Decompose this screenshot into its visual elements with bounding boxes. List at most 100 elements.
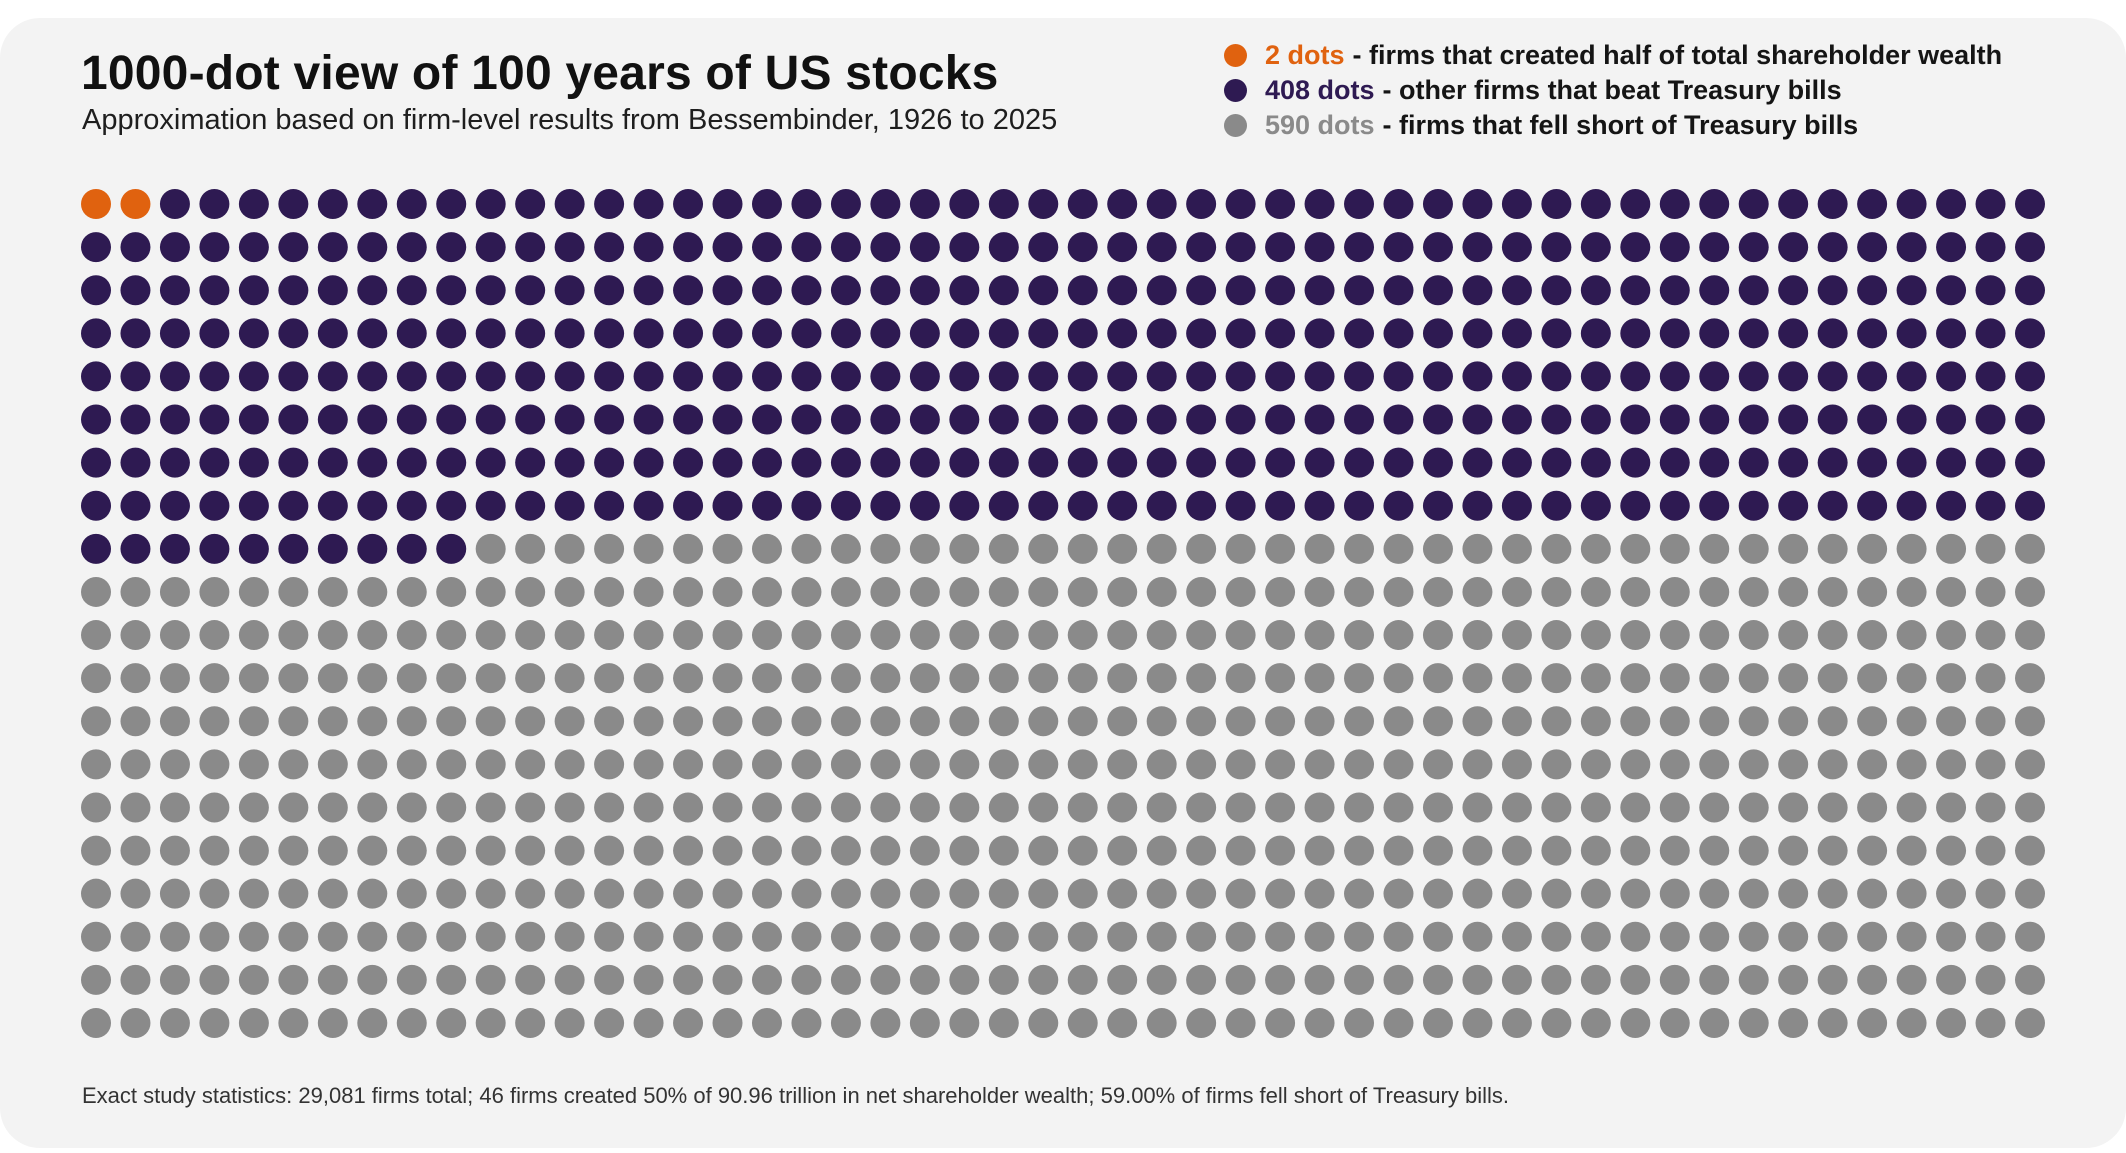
dot-fell-short [515, 1008, 546, 1038]
dot-wealth-creator [81, 189, 111, 219]
dot-beat-tbills [1857, 361, 1888, 392]
dot-beat-tbills [278, 232, 309, 263]
dot-beat-tbills [673, 189, 704, 219]
dot-beat-tbills [1186, 189, 1217, 219]
dot-beat-tbills [909, 361, 940, 392]
dot-beat-tbills [949, 447, 980, 478]
dot-fell-short [1501, 964, 1532, 995]
dot-beat-tbills [751, 404, 782, 435]
dot-fell-short [1422, 576, 1453, 607]
dot-beat-tbills [238, 232, 269, 263]
dot-fell-short [1107, 706, 1138, 737]
dot-fell-short [515, 663, 546, 694]
dot-beat-tbills [949, 490, 980, 521]
dot-beat-tbills [1501, 275, 1532, 306]
dot-fell-short [949, 1008, 980, 1038]
dot-beat-tbills [1146, 318, 1177, 349]
dot-beat-tbills [1067, 318, 1098, 349]
dot-beat-tbills [1778, 490, 1809, 521]
dot-fell-short [1817, 749, 1848, 780]
dot-fell-short [988, 749, 1019, 780]
dot-fell-short [1580, 749, 1611, 780]
dot-fell-short [1857, 1008, 1888, 1038]
dot-fell-short [81, 706, 111, 737]
dot-fell-short [594, 835, 625, 866]
dot-fell-short [1383, 792, 1414, 823]
dot-fell-short [870, 576, 901, 607]
dot-fell-short [673, 620, 704, 651]
dot-fell-short [1936, 921, 1967, 952]
dot-fell-short [81, 792, 111, 823]
dot-fell-short [317, 964, 348, 995]
dot-fell-short [1383, 835, 1414, 866]
dot-fell-short [1501, 835, 1532, 866]
dot-beat-tbills [554, 404, 585, 435]
dot-fell-short [673, 576, 704, 607]
dot-beat-tbills [1107, 447, 1138, 478]
dot-fell-short [1304, 620, 1335, 651]
dot-fell-short [1580, 921, 1611, 952]
dot-beat-tbills [81, 447, 111, 478]
dot-fell-short [1107, 964, 1138, 995]
dot-fell-short [909, 620, 940, 651]
dot-beat-tbills [1028, 490, 1059, 521]
dot-beat-tbills [1107, 361, 1138, 392]
dot-fell-short [1738, 749, 1769, 780]
dot-beat-tbills [1817, 404, 1848, 435]
dot-beat-tbills [1028, 232, 1059, 263]
dot-fell-short [238, 792, 269, 823]
dot-beat-tbills [436, 361, 467, 392]
dot-fell-short [199, 576, 230, 607]
dot-beat-tbills [317, 318, 348, 349]
dot-fell-short [1067, 964, 1098, 995]
dot-fell-short [1028, 1008, 1059, 1038]
dot-fell-short [870, 663, 901, 694]
dot-beat-tbills [791, 189, 822, 219]
dot-beat-tbills [1422, 232, 1453, 263]
dot-fell-short [751, 964, 782, 995]
dot-fell-short [673, 533, 704, 564]
dot-beat-tbills [81, 490, 111, 521]
dot-fell-short [120, 1008, 151, 1038]
dot-fell-short [1620, 620, 1651, 651]
dot-fell-short [1265, 1008, 1296, 1038]
dot-fell-short [1580, 792, 1611, 823]
dot-fell-short [238, 620, 269, 651]
dot-beat-tbills [1383, 318, 1414, 349]
dot-fell-short [1265, 749, 1296, 780]
dot-beat-tbills [1146, 232, 1177, 263]
dot-fell-short [712, 792, 743, 823]
dot-beat-tbills [712, 189, 743, 219]
dot-beat-tbills [909, 404, 940, 435]
dot-fell-short [436, 964, 467, 995]
dot-beat-tbills [1975, 232, 2006, 263]
dot-fell-short [357, 576, 388, 607]
dot-beat-tbills [712, 490, 743, 521]
dot-fell-short [870, 878, 901, 909]
dot-fell-short [278, 620, 309, 651]
dot-fell-short [751, 620, 782, 651]
dot-fell-short [988, 1008, 1019, 1038]
dot-fell-short [870, 620, 901, 651]
dot-fell-short [1304, 964, 1335, 995]
dot-beat-tbills [909, 447, 940, 478]
dot-beat-tbills [554, 232, 585, 263]
dot-beat-tbills [673, 447, 704, 478]
legend-description: - firms that created half of total share… [1352, 40, 2003, 70]
dot-beat-tbills [120, 533, 151, 564]
dot-fell-short [594, 706, 625, 737]
dot-fell-short [515, 706, 546, 737]
dot-fell-short [1462, 964, 1493, 995]
dot-fell-short [633, 792, 664, 823]
dot-beat-tbills [1146, 490, 1177, 521]
dot-fell-short [791, 792, 822, 823]
dot-fell-short [988, 792, 1019, 823]
dot-beat-tbills [515, 361, 546, 392]
dot-fell-short [751, 1008, 782, 1038]
dot-fell-short [475, 749, 506, 780]
dot-fell-short [712, 1008, 743, 1038]
dot-fell-short [159, 964, 190, 995]
dot-beat-tbills [1462, 318, 1493, 349]
dot-beat-tbills [475, 232, 506, 263]
dot-beat-tbills [1304, 361, 1335, 392]
